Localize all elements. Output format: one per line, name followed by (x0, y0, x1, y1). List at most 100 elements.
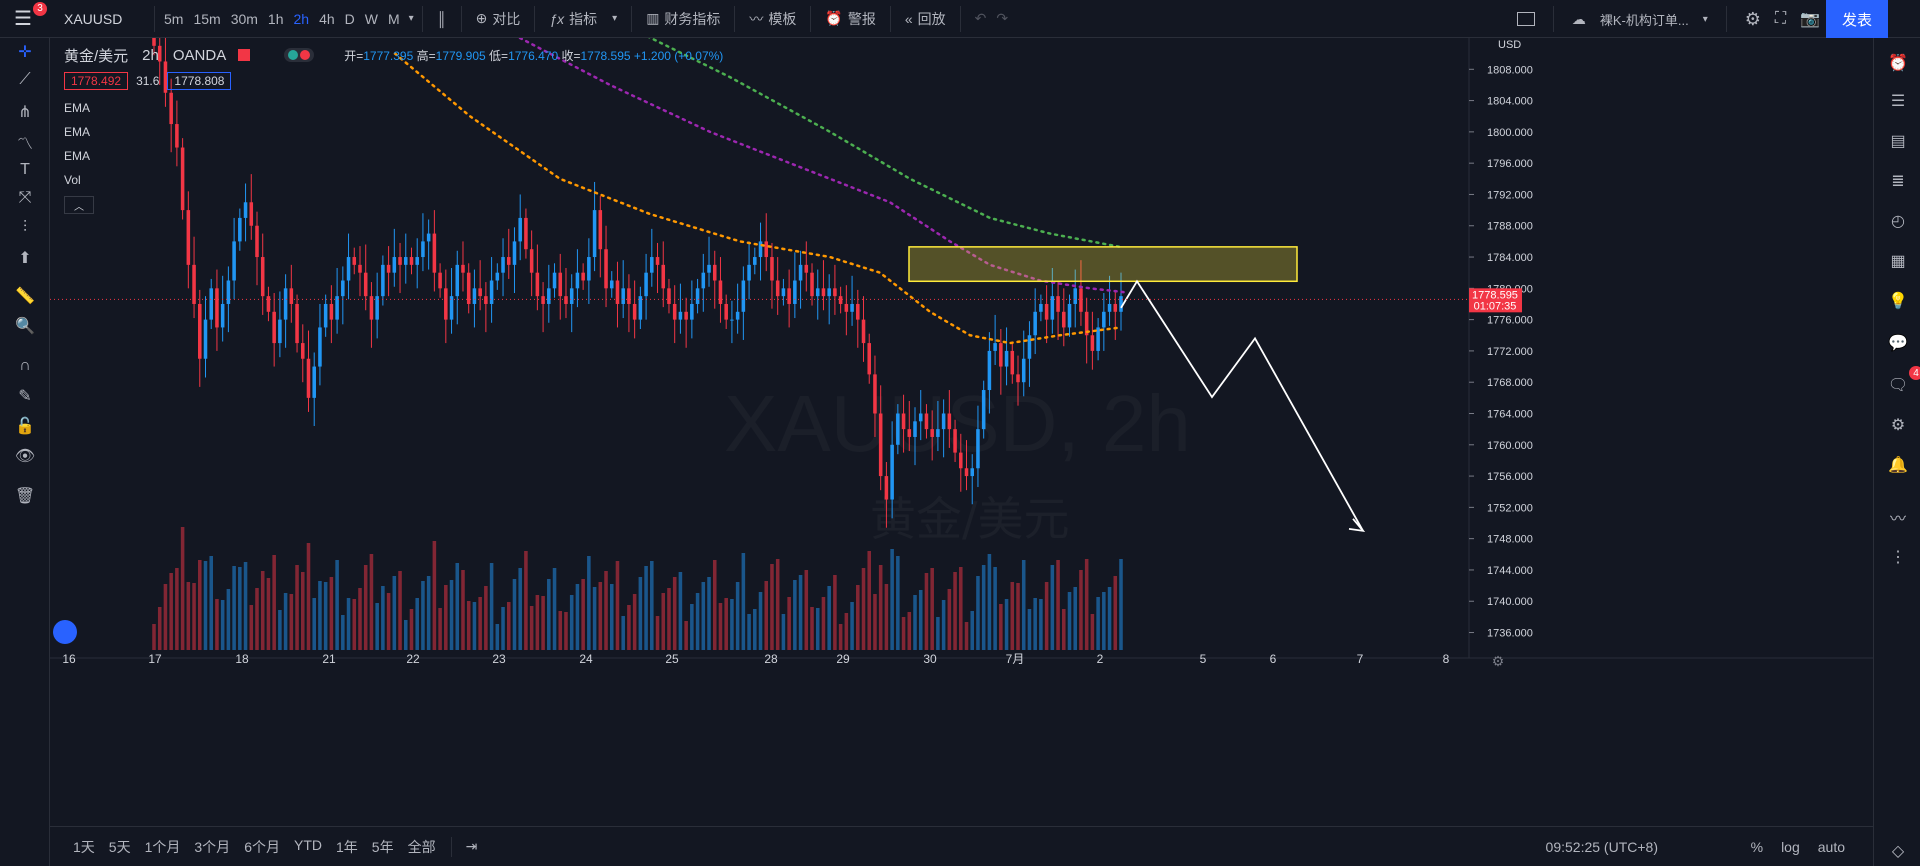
timeframe-D[interactable]: D (344, 10, 355, 27)
pattern-icon[interactable]: ⤧ (18, 189, 32, 206)
trading-panel-icon[interactable]: 〰 (1889, 511, 1906, 528)
goto-date-icon[interactable]: ⇥ (465, 838, 478, 854)
trash-icon[interactable]: 🗑 (14, 488, 36, 505)
templates-button[interactable]: 〰模板 (749, 10, 797, 27)
compare-button[interactable]: ⊕ 对比 (475, 10, 521, 27)
fullscreen-icon[interactable]: ⛶ (1774, 10, 1787, 27)
axis-settings-gear-icon[interactable]: ⚙ (1492, 653, 1505, 669)
auto-toggle[interactable]: auto (1817, 838, 1845, 855)
timeframe-W[interactable]: W (364, 10, 378, 27)
dom-icon[interactable]: ⋮ (1890, 549, 1906, 566)
volume-bar (993, 567, 997, 650)
chart-type-button[interactable]: ║ (427, 11, 457, 27)
redo-button[interactable]: ↷ (996, 10, 1018, 27)
volume-bar (438, 608, 442, 650)
publish-button[interactable]: 发表 (1826, 0, 1888, 38)
percent-toggle[interactable]: % (1750, 838, 1764, 855)
volume-bar (735, 582, 740, 650)
timeframe-15m[interactable]: 15m (193, 10, 221, 27)
clock[interactable]: 09:52:25 (UTC+8) (1545, 838, 1658, 855)
calendar-icon[interactable]: ▦ (1890, 253, 1906, 270)
replay-button[interactable]: «回放 (904, 10, 946, 27)
range-1[interactable]: 5天 (108, 838, 131, 855)
pitchfork-icon[interactable]: ⋔ (18, 104, 32, 121)
range-0[interactable]: 1天 (73, 838, 95, 855)
volume-bar (558, 611, 563, 650)
alarm-clock-icon[interactable]: ⏰ (1888, 55, 1908, 72)
indicators-button[interactable]: ƒx 指标 ▾ (549, 10, 618, 27)
price-chart-svg[interactable]: 1736.000 1740.000 1744.000 1748.000 1752.000… (50, 38, 1873, 826)
buy-price-button[interactable]: 1778.808 (167, 72, 232, 90)
study-ema-1[interactable]: EMA (64, 101, 91, 115)
settings-gear-icon[interactable]: ⚙ (1744, 8, 1761, 29)
text-tool-icon[interactable]: T (20, 161, 30, 178)
camera-icon[interactable]: 📷 (1800, 11, 1820, 28)
timeframe-1h[interactable]: 1h (267, 10, 284, 27)
financials-button[interactable]: ▥ 财务指标 (646, 10, 721, 27)
price-axis[interactable] (1469, 38, 1873, 826)
prediction-icon[interactable]: ⫶ (22, 219, 27, 236)
candle-body (684, 311, 688, 320)
lock-icon[interactable]: 🔓 (15, 418, 35, 435)
chat-icon[interactable]: 💬 (1888, 335, 1908, 352)
range-7[interactable]: 5年 (371, 838, 394, 855)
volume-bar (432, 541, 437, 650)
clock-icon[interactable]: ◴ (1891, 213, 1905, 230)
resistance-zone[interactable] (908, 246, 1298, 283)
candle-body (472, 288, 477, 304)
range-8[interactable]: 全部 (407, 838, 436, 855)
news-icon[interactable]: ▤ (1890, 133, 1906, 150)
details-icon[interactable]: ≣ (1891, 173, 1905, 190)
range-5[interactable]: YTD (293, 836, 322, 853)
hotlist-icon[interactable]: ⚙ (1890, 417, 1906, 434)
ruler-icon[interactable]: 📏 (15, 288, 35, 305)
timeframe-30m[interactable]: 30m (230, 10, 258, 27)
study-ema-3[interactable]: EMA (64, 149, 91, 163)
study-volume[interactable]: Vol (64, 173, 81, 187)
brush-icon[interactable]: 〽 (16, 136, 33, 153)
candle-body (781, 288, 786, 297)
chevron-down-icon[interactable]: ▾ (408, 13, 414, 24)
timeframe-2h[interactable]: 2h (293, 10, 310, 27)
candle-body (833, 288, 837, 297)
timeframe-M[interactable]: M (388, 10, 400, 27)
layout-name[interactable]: 裸K-机构订单... (1599, 12, 1689, 28)
symbol-search[interactable]: XAUUSD (64, 10, 123, 27)
zoom-in-icon[interactable]: 🔍 (15, 318, 35, 335)
flag-icon[interactable] (238, 49, 251, 61)
hide-panel-icon[interactable]: ◇ (1891, 843, 1905, 860)
pencil-lock-icon[interactable]: ✎ (18, 388, 32, 405)
alert-button[interactable]: ⏰ 警报 (825, 10, 876, 27)
sell-price-button[interactable]: 1778.492 (64, 72, 129, 90)
range-6[interactable]: 1年 (335, 838, 358, 855)
watchlist-icon[interactable]: ☰ (1890, 93, 1906, 110)
volume-bar (569, 595, 574, 650)
notifications-icon[interactable]: 🔔 (1888, 457, 1908, 474)
menu-button[interactable]: ☰ 3 (0, 0, 47, 38)
eye-icon[interactable]: 👁 (14, 448, 36, 465)
candle-body (329, 303, 334, 320)
forecast-path[interactable] (1120, 279, 1364, 532)
range-4[interactable]: 6个月 (244, 838, 280, 855)
magnet-icon[interactable]: ∩ (19, 357, 31, 374)
trend-line-icon[interactable]: ⟋ (19, 71, 31, 88)
log-toggle[interactable]: log (1781, 838, 1800, 855)
timeframe-4h[interactable]: 4h (319, 10, 335, 27)
chevron-down-icon[interactable]: ▾ (1702, 13, 1708, 25)
candle-body (712, 264, 717, 281)
chart-pane[interactable]: XAUUSD, 2h 黄金/美元 1736.0001740.0001744.00… (50, 38, 1873, 826)
range-2[interactable]: 1个月 (144, 838, 181, 855)
volume-bar (260, 571, 265, 650)
volume-bar (907, 612, 912, 650)
crosshair-icon[interactable]: ✛ (18, 44, 32, 61)
collapse-legend-button[interactable]: ︿ (64, 196, 94, 214)
study-ema-2[interactable]: EMA (64, 125, 91, 139)
ideas-icon[interactable]: 💡 (1888, 293, 1908, 310)
undo-button[interactable]: ↶ (965, 10, 997, 27)
messages-icon[interactable]: 🗨 4 (1885, 366, 1920, 398)
range-3[interactable]: 3个月 (194, 838, 231, 855)
fullscreen-layout-icon[interactable] (1516, 12, 1535, 26)
timeframe-5m[interactable]: 5m (164, 10, 184, 27)
candle-body (730, 319, 734, 321)
arrow-up-icon[interactable]: ⬆ (18, 250, 32, 267)
